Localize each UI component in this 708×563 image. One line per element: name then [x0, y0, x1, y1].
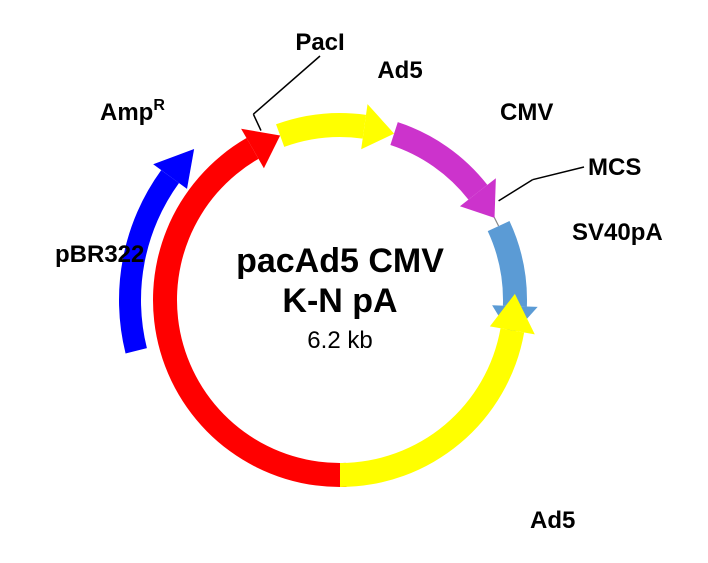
plasmid-name-line1: pacAd5 CMV: [236, 242, 444, 280]
label-sv40pa: SV40pA: [572, 219, 663, 246]
label-paci: PacI: [295, 29, 344, 56]
plasmid-name-line2: K-N pA: [282, 282, 397, 320]
label-mcs: MCS: [588, 154, 641, 181]
label-ad5-bottom: Ad5: [530, 507, 575, 534]
label-pbr322: pBR322: [55, 241, 144, 268]
label-cmv: CMV: [500, 99, 553, 126]
label-ad5-top: Ad5: [377, 57, 422, 84]
plasmid-size: 6.2 kb: [307, 327, 372, 354]
